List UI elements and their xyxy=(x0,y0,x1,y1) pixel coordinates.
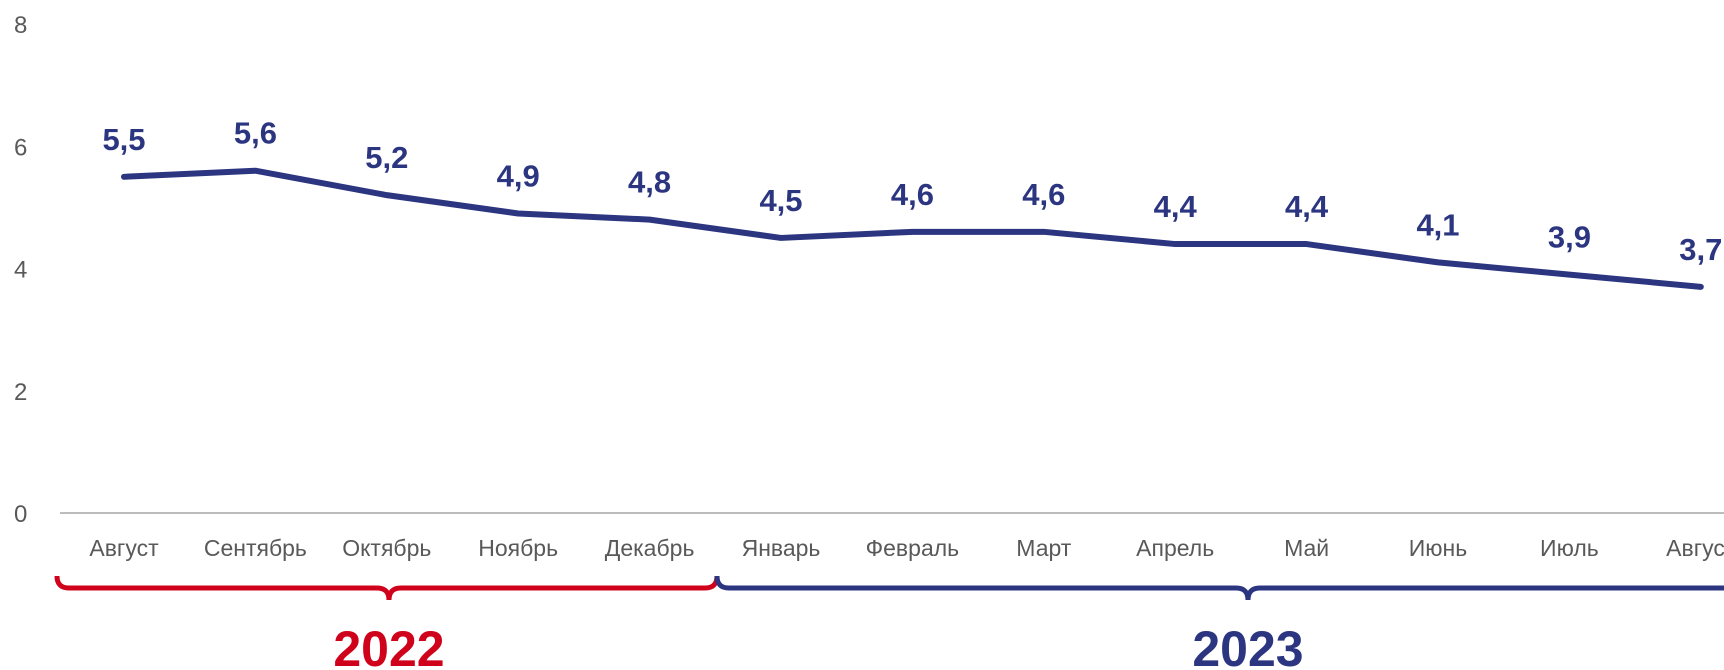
y-tick-label: 2 xyxy=(14,379,27,406)
x-tick-label: Январь xyxy=(742,535,821,561)
data-label: 5,6 xyxy=(234,116,277,151)
x-tick-label: Октябрь xyxy=(342,535,431,561)
data-label: 4,5 xyxy=(759,183,802,218)
x-tick-label: Март xyxy=(1016,535,1071,561)
x-tick-label: Декабрь xyxy=(605,535,695,561)
x-tick-label: Май xyxy=(1284,535,1329,561)
year-brace xyxy=(54,575,720,601)
year-label: 2023 xyxy=(1192,621,1303,670)
year-label: 2022 xyxy=(333,621,444,670)
x-tick-label: Август xyxy=(1666,535,1724,561)
data-label: 5,5 xyxy=(102,122,145,157)
data-label: 5,2 xyxy=(365,140,408,175)
x-tick-label: Сентябрь xyxy=(204,535,307,561)
data-label: 4,1 xyxy=(1416,207,1459,242)
y-tick-label: 6 xyxy=(14,134,27,161)
x-tick-label: Июль xyxy=(1540,535,1599,561)
data-label: 4,8 xyxy=(628,165,671,200)
y-tick-label: 8 xyxy=(14,12,27,39)
y-tick-label: 4 xyxy=(14,257,27,284)
x-tick-label: Апрель xyxy=(1136,535,1214,561)
data-label: 4,6 xyxy=(1022,177,1065,212)
data-label: 4,6 xyxy=(891,177,934,212)
y-tick-label: 0 xyxy=(14,501,27,528)
data-label: 3,9 xyxy=(1548,220,1591,255)
year-brace xyxy=(714,575,1724,601)
line xyxy=(121,167,1704,290)
data-label: 3,7 xyxy=(1679,232,1722,267)
x-tick-label: Август xyxy=(89,535,159,561)
x-tick-label: Ноябрь xyxy=(478,535,558,561)
x-tick-label: Июнь xyxy=(1409,535,1467,561)
x-tick-label: Февраль xyxy=(866,535,959,561)
data-label: 4,9 xyxy=(497,158,540,193)
data-label: 4,4 xyxy=(1154,189,1198,224)
data-label: 4,4 xyxy=(1285,189,1329,224)
